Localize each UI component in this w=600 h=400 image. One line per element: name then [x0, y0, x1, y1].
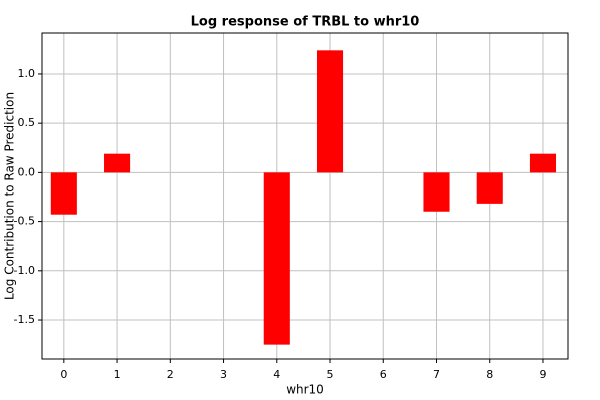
x-axis-label: whr10: [286, 383, 324, 397]
bar: [316, 50, 344, 173]
y-tick-label: 0.5: [18, 116, 36, 129]
y-tick-label: -1.5: [14, 313, 35, 326]
plot-border: [41, 32, 569, 360]
x-tick-label: 3: [220, 368, 227, 381]
x-tick-label: 6: [380, 368, 387, 381]
bar: [263, 172, 290, 345]
bar: [476, 172, 503, 204]
bar: [104, 153, 131, 173]
x-tick-label: 4: [273, 368, 280, 381]
y-tick-label: -0.5: [14, 215, 35, 228]
bar: [50, 172, 77, 215]
x-tick-label: 9: [539, 368, 546, 381]
x-tick-label: 8: [486, 368, 493, 381]
bar: [529, 153, 557, 173]
x-tick-label: 5: [327, 368, 334, 381]
y-tick-label: 0.0: [18, 165, 36, 178]
y-axis-label: Log Contribution to Raw Prediction: [3, 92, 17, 300]
y-tick-label: -1.0: [14, 264, 35, 277]
x-tick-label: 7: [433, 368, 440, 381]
bar: [423, 172, 450, 212]
x-tick-label: 2: [167, 368, 174, 381]
x-tick-label: 0: [60, 368, 67, 381]
chart-title: Log response of TRBL to whr10: [191, 15, 420, 30]
y-tick-label: 1.0: [18, 67, 36, 80]
x-tick-label: 1: [114, 368, 121, 381]
